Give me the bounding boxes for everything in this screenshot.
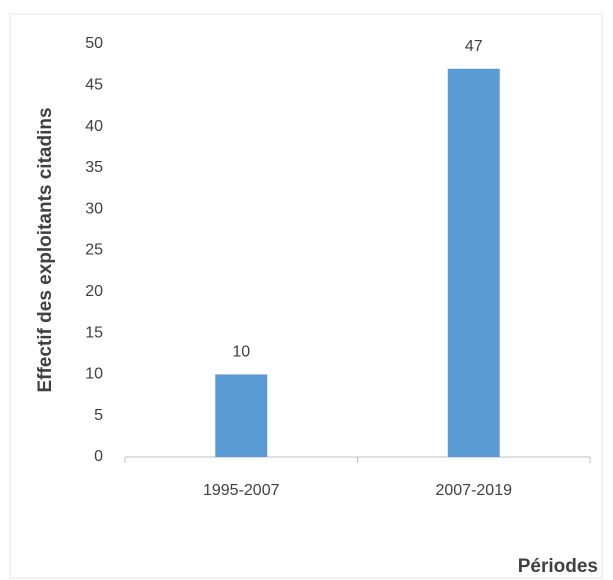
- data-label: 47: [465, 38, 483, 55]
- data-label: 10: [232, 344, 250, 361]
- x-tick-label: 1995-2007: [203, 482, 280, 499]
- bar: [215, 374, 268, 457]
- x-axis-title: Périodes: [518, 556, 598, 577]
- y-tick-label: 45: [85, 77, 103, 94]
- y-tick-label: 5: [94, 407, 103, 424]
- y-tick-label: 30: [85, 200, 103, 217]
- y-axis-title: Effectif des exploitants citadins: [35, 107, 56, 392]
- chart-frame: [9, 13, 603, 579]
- y-tick-label: 35: [85, 159, 103, 176]
- bar: [447, 68, 500, 457]
- y-tick-label: 50: [85, 35, 103, 52]
- y-tick-label: 15: [85, 324, 103, 341]
- y-tick-label: 25: [85, 242, 103, 259]
- y-tick-label: 10: [85, 366, 103, 383]
- x-tick-label: 2007-2019: [435, 482, 512, 499]
- y-tick-label: 20: [85, 283, 103, 300]
- y-tick-label: 40: [85, 118, 103, 135]
- y-tick-label: 0: [94, 448, 103, 465]
